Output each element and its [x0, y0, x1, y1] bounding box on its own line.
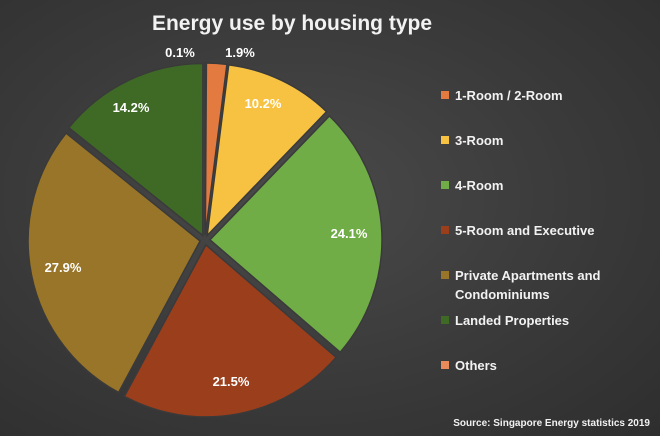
legend-item-room5: 5-Room and Executive	[441, 223, 594, 238]
legend-item-room3: 3-Room	[441, 133, 503, 148]
legend-label-private-line2: Condominiums	[455, 287, 550, 302]
source-note: Source: Singapore Energy statistics 2019	[453, 418, 650, 429]
chart-title: Energy use by housing type	[152, 12, 432, 35]
pie-slice-room4	[208, 114, 383, 354]
legend-swatch-private	[441, 271, 449, 279]
legend-label-room4: 4-Room	[455, 178, 503, 193]
pie-slices	[27, 62, 383, 418]
legend-label-room12: 1-Room / 2-Room	[455, 88, 563, 103]
legend-item-landed: Landed Properties	[441, 313, 569, 328]
legend-label-others: Others	[455, 358, 497, 373]
legend-swatch-landed	[441, 316, 449, 324]
legend-item-private: Private Apartments and Condominiums	[441, 268, 601, 302]
data-label-room4: 24.1%	[331, 226, 368, 241]
legend-swatch-room12	[441, 91, 449, 99]
pie-slice-private	[27, 132, 202, 394]
pie-data-labels: 0.1% 1.9% 10.2% 24.1% 21.5% 27.9% 14.2%	[45, 45, 368, 389]
legend-label-room5: 5-Room and Executive	[455, 223, 594, 238]
data-label-room3: 10.2%	[245, 96, 282, 111]
pie-slice-room12	[204, 62, 228, 236]
legend-swatch-room5	[441, 226, 449, 234]
data-label-room12: 1.9%	[225, 45, 255, 60]
legend-item-others: Others	[441, 358, 497, 373]
legend-swatch-room4	[441, 181, 449, 189]
legend-label-private: Private Apartments and	[455, 268, 601, 283]
legend-swatch-room3	[441, 136, 449, 144]
legend-label-landed: Landed Properties	[455, 313, 569, 328]
legend: 1-Room / 2-Room 3-Room 4-Room 5-Room and Ex…	[441, 88, 601, 373]
data-label-room5: 21.5%	[213, 374, 250, 389]
legend-swatch-others	[441, 361, 449, 369]
legend-label-room3: 3-Room	[455, 133, 503, 148]
pie-slice-room3	[206, 64, 328, 238]
legend-item-room12: 1-Room / 2-Room	[441, 88, 563, 103]
data-label-private: 27.9%	[45, 260, 82, 275]
pie-slice-room5	[123, 243, 338, 418]
pie-slice-landed	[67, 62, 204, 238]
legend-item-room4: 4-Room	[441, 178, 503, 193]
data-label-landed: 14.2%	[113, 100, 150, 115]
data-label-others: 0.1%	[165, 45, 195, 60]
